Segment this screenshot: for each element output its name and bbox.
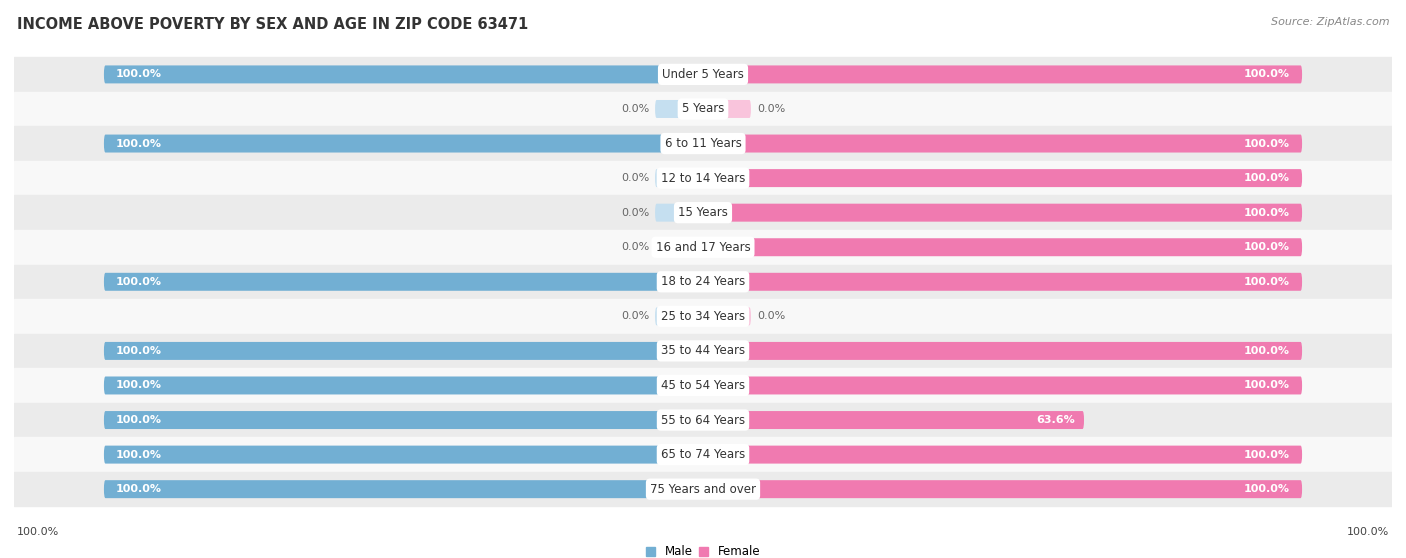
Text: 12 to 14 Years: 12 to 14 Years — [661, 172, 745, 185]
Text: 0.0%: 0.0% — [621, 173, 650, 183]
Text: 100.0%: 100.0% — [1244, 138, 1291, 148]
Text: 0.0%: 0.0% — [621, 208, 650, 218]
Text: 100.0%: 100.0% — [17, 527, 59, 537]
Text: 75 Years and over: 75 Years and over — [650, 483, 756, 496]
Text: 100.0%: 100.0% — [115, 381, 162, 391]
Text: 100.0%: 100.0% — [1244, 242, 1291, 252]
FancyBboxPatch shape — [703, 169, 1302, 187]
Bar — [14, 230, 1392, 264]
FancyBboxPatch shape — [703, 134, 1302, 152]
Text: 0.0%: 0.0% — [621, 242, 650, 252]
Text: 100.0%: 100.0% — [115, 69, 162, 79]
Text: 25 to 34 Years: 25 to 34 Years — [661, 310, 745, 323]
FancyBboxPatch shape — [104, 342, 703, 360]
FancyBboxPatch shape — [703, 238, 1302, 256]
Text: 100.0%: 100.0% — [115, 277, 162, 287]
Text: 35 to 44 Years: 35 to 44 Years — [661, 344, 745, 358]
Bar — [14, 161, 1392, 195]
FancyBboxPatch shape — [703, 100, 751, 118]
Text: 65 to 74 Years: 65 to 74 Years — [661, 448, 745, 461]
FancyBboxPatch shape — [104, 134, 703, 152]
Text: 100.0%: 100.0% — [1347, 527, 1389, 537]
Text: 100.0%: 100.0% — [1244, 208, 1291, 218]
FancyBboxPatch shape — [703, 204, 1302, 222]
Text: 55 to 64 Years: 55 to 64 Years — [661, 413, 745, 426]
FancyBboxPatch shape — [655, 238, 703, 256]
FancyBboxPatch shape — [655, 169, 703, 187]
Text: 100.0%: 100.0% — [1244, 484, 1291, 494]
FancyBboxPatch shape — [703, 65, 1302, 83]
Text: 0.0%: 0.0% — [621, 311, 650, 321]
FancyBboxPatch shape — [104, 411, 703, 429]
Text: INCOME ABOVE POVERTY BY SEX AND AGE IN ZIP CODE 63471: INCOME ABOVE POVERTY BY SEX AND AGE IN Z… — [17, 17, 529, 32]
FancyBboxPatch shape — [703, 446, 1302, 464]
FancyBboxPatch shape — [104, 480, 703, 498]
Bar — [14, 334, 1392, 368]
Text: 15 Years: 15 Years — [678, 206, 728, 219]
Bar — [14, 126, 1392, 161]
Bar — [14, 264, 1392, 299]
FancyBboxPatch shape — [703, 342, 1302, 360]
Text: Source: ZipAtlas.com: Source: ZipAtlas.com — [1271, 17, 1389, 27]
FancyBboxPatch shape — [703, 273, 1302, 291]
Text: 100.0%: 100.0% — [1244, 450, 1291, 460]
Text: 100.0%: 100.0% — [1244, 346, 1291, 356]
Bar — [14, 403, 1392, 437]
FancyBboxPatch shape — [104, 65, 703, 83]
Text: 0.0%: 0.0% — [756, 311, 785, 321]
FancyBboxPatch shape — [703, 307, 751, 325]
FancyBboxPatch shape — [655, 100, 703, 118]
Text: 100.0%: 100.0% — [1244, 277, 1291, 287]
Text: 6 to 11 Years: 6 to 11 Years — [665, 137, 741, 150]
FancyBboxPatch shape — [104, 273, 703, 291]
Text: 0.0%: 0.0% — [756, 104, 785, 114]
Text: 100.0%: 100.0% — [1244, 69, 1291, 79]
Text: 100.0%: 100.0% — [115, 346, 162, 356]
FancyBboxPatch shape — [104, 377, 703, 395]
Bar — [14, 57, 1392, 92]
Bar — [14, 368, 1392, 403]
Text: 45 to 54 Years: 45 to 54 Years — [661, 379, 745, 392]
Bar — [14, 299, 1392, 334]
Text: 18 to 24 Years: 18 to 24 Years — [661, 275, 745, 288]
Bar — [14, 195, 1392, 230]
Text: 5 Years: 5 Years — [682, 103, 724, 116]
Text: 16 and 17 Years: 16 and 17 Years — [655, 240, 751, 254]
FancyBboxPatch shape — [703, 411, 1084, 429]
FancyBboxPatch shape — [655, 204, 703, 222]
Text: Under 5 Years: Under 5 Years — [662, 68, 744, 81]
Legend: Male, Female: Male, Female — [641, 541, 765, 558]
Bar — [14, 92, 1392, 126]
FancyBboxPatch shape — [703, 377, 1302, 395]
FancyBboxPatch shape — [655, 307, 703, 325]
Text: 100.0%: 100.0% — [115, 450, 162, 460]
Bar — [14, 472, 1392, 507]
Bar — [14, 437, 1392, 472]
Text: 100.0%: 100.0% — [115, 484, 162, 494]
Text: 100.0%: 100.0% — [1244, 381, 1291, 391]
Text: 100.0%: 100.0% — [1244, 173, 1291, 183]
Text: 100.0%: 100.0% — [115, 138, 162, 148]
Text: 63.6%: 63.6% — [1036, 415, 1076, 425]
Text: 0.0%: 0.0% — [621, 104, 650, 114]
Text: 100.0%: 100.0% — [115, 415, 162, 425]
FancyBboxPatch shape — [104, 446, 703, 464]
FancyBboxPatch shape — [703, 480, 1302, 498]
